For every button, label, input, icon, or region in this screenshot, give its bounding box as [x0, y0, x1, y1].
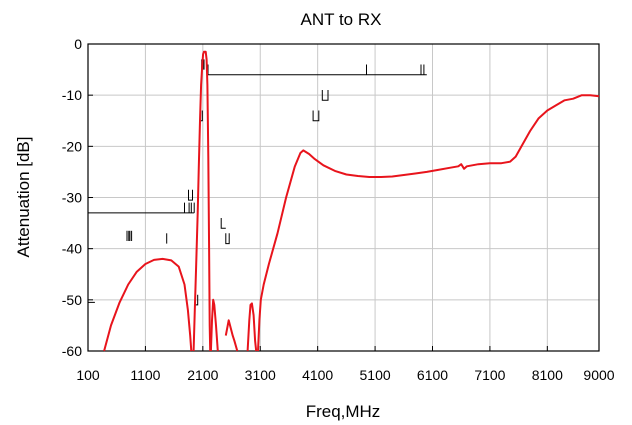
chart-title: ANT to RX: [301, 10, 382, 29]
spec-mask-mark: [321, 90, 329, 101]
series-line: [224, 319, 239, 352]
x-tick-label: 7100: [474, 367, 505, 383]
x-tick-label: 100: [76, 367, 100, 383]
x-tick-label: 9000: [583, 367, 614, 383]
y-tick-label: 0: [74, 36, 82, 52]
spec-mask-mark: [188, 189, 193, 201]
y-tick-label: -50: [62, 292, 82, 308]
x-tick-label: 4100: [302, 367, 333, 383]
y-tick-label: -30: [62, 190, 82, 206]
y-axis-label: Attenuation [dB]: [14, 137, 33, 258]
y-tick-label: -10: [62, 87, 82, 103]
y-tick-label: -20: [62, 138, 82, 154]
spec-mask-mark: [87, 297, 95, 303]
x-tick-label: 2100: [187, 367, 218, 383]
series-line: [257, 94, 600, 352]
spec-mask-mark: [225, 233, 230, 245]
grid: [87, 43, 600, 352]
series-layer: [103, 50, 600, 352]
y-tick-labels: 0 -10 -20 -30 -40 -50 -60: [62, 36, 82, 359]
x-tick-label: 5100: [360, 367, 391, 383]
x-axis-label: Freq,MHz: [306, 402, 381, 421]
x-tick-label: 8100: [532, 367, 563, 383]
plot-frame: [87, 43, 600, 352]
x-tick-labels: 100 1100 2100 3100 4100 5100 6100 7100 8100 9000: [76, 367, 614, 383]
series-line: [246, 302, 258, 352]
series-line: [209, 298, 219, 352]
series-line: [192, 50, 212, 352]
series-line: [103, 257, 193, 352]
x-tick-label: 3100: [245, 367, 276, 383]
spec-marks: [87, 59, 427, 306]
spec-mask-mark: [312, 110, 320, 122]
x-tick-label: 1100: [130, 367, 160, 383]
y-tick-label: -60: [62, 343, 82, 359]
spec-mask-mark: [220, 218, 226, 229]
y-tick-label: -40: [62, 241, 82, 257]
x-tick-label: 6100: [417, 367, 448, 383]
